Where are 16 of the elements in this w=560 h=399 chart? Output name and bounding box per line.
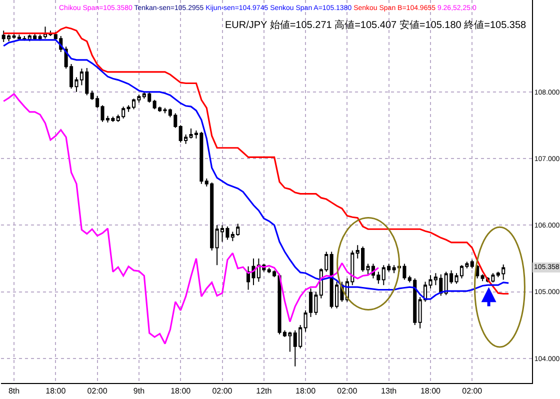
x-tick-label: 12th bbox=[256, 386, 272, 396]
annotation: EUR/JPY 始値=105.271 高値=105.407 安値=105.180 終値=105.358 bbox=[225, 19, 527, 31]
x-tick-label: 02:00 bbox=[87, 386, 108, 396]
x-tick-label: 02:00 bbox=[462, 386, 483, 396]
x-tick-label: 18:00 bbox=[170, 386, 192, 396]
x-tick-label: 9th bbox=[133, 386, 145, 396]
x-tick-label: 02:00 bbox=[212, 386, 233, 396]
x-tick-label: 8th bbox=[8, 386, 20, 396]
candlestick bbox=[470, 259, 474, 269]
x-tick-label: 18:00 bbox=[296, 386, 316, 396]
candlestick bbox=[480, 274, 484, 282]
line-series bbox=[2, 93, 380, 344]
x-tick-label: 13th bbox=[381, 386, 397, 396]
x-tick-label: 18:00 bbox=[420, 386, 442, 396]
x-tick-label: 18:00 bbox=[46, 386, 66, 396]
x-tick-label: 02:00 bbox=[337, 386, 358, 396]
